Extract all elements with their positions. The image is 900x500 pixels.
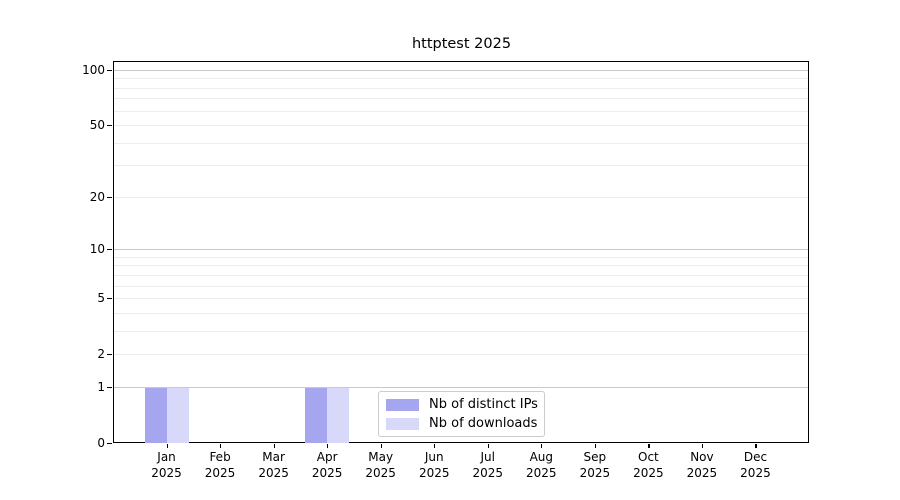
x-tick-mark [380, 444, 382, 448]
gridline-minor [114, 165, 808, 167]
x-tick-label: Apr 2025 [311, 450, 343, 480]
y-tick-label: 1 [97, 379, 105, 394]
y-tick-label: 100 [82, 63, 105, 77]
legend-item-distinct-ips: Nb of distinct IPs [386, 396, 538, 412]
y-tick-mark [107, 354, 112, 356]
y-tick-mark [107, 70, 112, 72]
x-tick-label: Oct 2025 [633, 450, 664, 480]
x-tick-label: Nov 2025 [686, 450, 718, 480]
x-tick-mark [701, 444, 704, 448]
x-tick-mark [648, 444, 650, 448]
gridline-minor [114, 98, 808, 100]
y-tick-mark [107, 249, 112, 251]
y-tick-mark [107, 386, 112, 389]
legend-label-distinct-ips: Nb of distinct IPs [429, 396, 538, 412]
gridline-minor [114, 330, 808, 332]
x-tick-mark [220, 444, 222, 448]
y-tick-mark [107, 125, 112, 127]
y-tick-label: 0 [97, 436, 105, 450]
x-tick-mark [594, 444, 597, 448]
y-tick-label: 5 [97, 291, 105, 306]
gridline-minor [114, 274, 808, 276]
gridline-major [114, 249, 808, 251]
x-tick-label: May 2025 [365, 450, 396, 480]
y-tick-label: 2 [97, 347, 105, 362]
bar-nb-of-distinct-ips-jan [144, 386, 167, 443]
legend-label-downloads: Nb of downloads [429, 415, 538, 431]
x-tick-mark [487, 444, 489, 448]
x-tick-mark [327, 444, 329, 448]
bar-nb-of-distinct-ips-apr [305, 386, 328, 443]
gridline-minor [114, 256, 808, 258]
x-tick-label: Dec 2025 [740, 450, 771, 480]
x-tick-label: Feb 2025 [204, 450, 236, 480]
y-tick-mark [107, 298, 112, 300]
x-tick-label: Mar 2025 [258, 450, 289, 480]
y-tick-label: 20 [89, 189, 105, 204]
gridline-major [114, 70, 808, 71]
x-tick-label: Jun 2025 [418, 450, 450, 480]
y-tick-label: 10 [89, 242, 105, 257]
gridline-minor [114, 298, 808, 300]
x-tick-mark [755, 444, 757, 448]
plot-area [113, 61, 809, 443]
gridline-minor [114, 285, 808, 287]
gridline-minor [114, 110, 808, 112]
y-tick-mark [107, 443, 112, 445]
gridline-minor [114, 312, 808, 314]
gridline-minor [114, 87, 808, 89]
x-tick-label: Aug 2025 [526, 450, 557, 480]
x-tick-mark [273, 444, 275, 448]
x-tick-mark [541, 444, 543, 448]
bar-nb-of-downloads-apr [327, 386, 350, 443]
gridline-minor [114, 125, 808, 127]
x-tick-label: Jan 2025 [151, 450, 182, 480]
x-tick-label: Jul 2025 [472, 450, 504, 480]
x-tick-mark [166, 444, 168, 448]
x-tick-label: Sep 2025 [579, 450, 611, 480]
legend-swatch-downloads [386, 417, 419, 430]
gridline-minor [114, 265, 808, 267]
bar-nb-of-downloads-jan [166, 386, 189, 443]
y-tick-label: 50 [89, 118, 105, 133]
legend-swatch-distinct-ips [386, 398, 419, 411]
y-tick-mark [107, 196, 112, 199]
gridline-minor [114, 142, 808, 144]
legend: Nb of distinct IPs Nb of downloads [378, 391, 545, 437]
legend-item-downloads: Nb of downloads [386, 415, 538, 431]
gridline-minor [114, 354, 808, 356]
x-tick-mark [434, 444, 436, 448]
gridline-minor [114, 196, 808, 198]
gridline-major [114, 386, 808, 388]
gridline-minor [114, 78, 808, 80]
chart-title: httptest 2025 [411, 36, 512, 52]
